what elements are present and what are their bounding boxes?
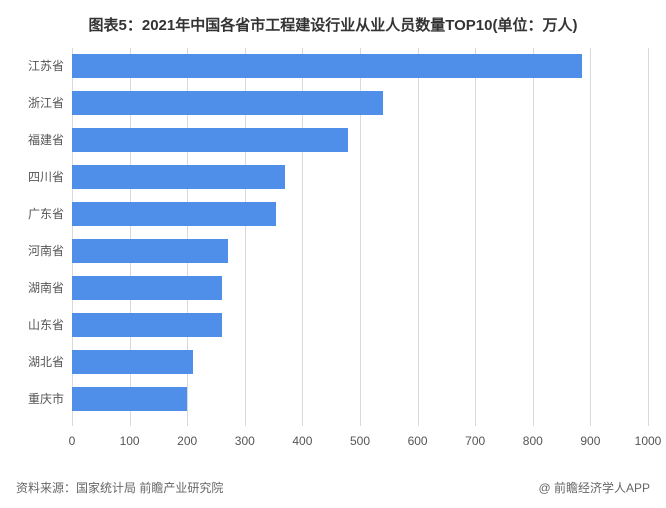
- bar: [72, 202, 276, 226]
- y-category-label: 山东省: [0, 313, 64, 337]
- chart-container: 图表5：2021年中国各省市工程建设行业从业人员数量TOP10(单位：万人) 0…: [0, 0, 666, 508]
- source-text: 资料来源：国家统计局 前瞻产业研究院: [16, 479, 223, 496]
- bar: [72, 165, 285, 189]
- bar: [72, 276, 222, 300]
- y-category-label: 广东省: [0, 202, 64, 226]
- attribution-text: @ 前瞻经济学人APP: [538, 479, 650, 496]
- bar: [72, 54, 582, 78]
- bar-row: 河南省: [72, 239, 648, 263]
- x-tick-label: 900: [570, 434, 610, 448]
- x-tick-label: 700: [455, 434, 495, 448]
- x-tick-label: 100: [110, 434, 150, 448]
- bar: [72, 313, 222, 337]
- y-category-label: 江苏省: [0, 54, 64, 78]
- bar: [72, 350, 193, 374]
- x-tick-label: 300: [225, 434, 265, 448]
- x-tick-label: 400: [282, 434, 322, 448]
- x-tick-label: 600: [398, 434, 438, 448]
- y-category-label: 湖南省: [0, 276, 64, 300]
- bar: [72, 239, 228, 263]
- plot-area: 01002003004005006007008009001000江苏省浙江省福建…: [72, 48, 648, 448]
- bar-row: 福建省: [72, 128, 648, 152]
- gridline: [648, 48, 649, 426]
- chart-footer: 资料来源：国家统计局 前瞻产业研究院 @ 前瞻经济学人APP: [16, 479, 650, 496]
- x-tick-label: 800: [513, 434, 553, 448]
- y-category-label: 湖北省: [0, 350, 64, 374]
- y-category-label: 重庆市: [0, 387, 64, 411]
- y-category-label: 浙江省: [0, 91, 64, 115]
- bar: [72, 91, 383, 115]
- bar: [72, 128, 348, 152]
- bar-row: 广东省: [72, 202, 648, 226]
- bar-row: 四川省: [72, 165, 648, 189]
- bar-row: 山东省: [72, 313, 648, 337]
- bar: [72, 387, 187, 411]
- bar-row: 重庆市: [72, 387, 648, 411]
- y-category-label: 福建省: [0, 128, 64, 152]
- chart-title: 图表5：2021年中国各省市工程建设行业从业人员数量TOP10(单位：万人): [0, 0, 666, 43]
- x-tick-label: 200: [167, 434, 207, 448]
- x-tick-label: 500: [340, 434, 380, 448]
- bar-row: 湖北省: [72, 350, 648, 374]
- x-tick-label: 0: [52, 434, 92, 448]
- y-category-label: 河南省: [0, 239, 64, 263]
- bar-row: 江苏省: [72, 54, 648, 78]
- y-category-label: 四川省: [0, 165, 64, 189]
- x-tick-label: 1000: [628, 434, 666, 448]
- bar-row: 浙江省: [72, 91, 648, 115]
- bar-row: 湖南省: [72, 276, 648, 300]
